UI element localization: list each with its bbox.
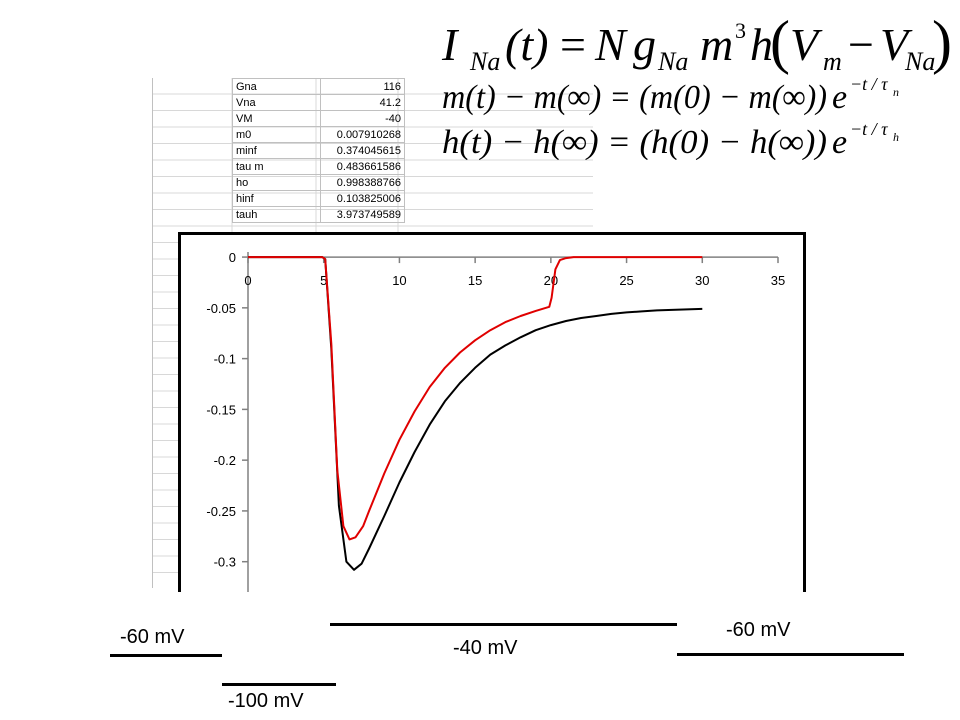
eq2-body: m(t) − m(∞) = (m(0) − m(∞)) <box>442 79 827 116</box>
equation-m-gate: m(t) − m(∞) = (m(0) − m(∞)) e −t / τ n <box>442 74 899 116</box>
y-tick-label: -0.25 <box>206 504 236 519</box>
eq1-v: V <box>790 19 823 70</box>
parameter-value: 0.483661586 <box>320 158 405 175</box>
x-tick-label: 10 <box>392 273 406 288</box>
parameter-value: 41.2 <box>320 94 405 111</box>
parameter-name: tau m <box>232 158 321 175</box>
x-tick-label: 0 <box>244 273 251 288</box>
eq3-exp: −t / τ <box>850 119 888 139</box>
y-tick-label: 0 <box>229 250 236 265</box>
x-tick-label: 20 <box>544 273 558 288</box>
x-tick-label: 15 <box>468 273 482 288</box>
eq1-m: m <box>700 19 733 70</box>
eq2-e: e <box>832 79 847 116</box>
eq1-h: h <box>750 19 773 70</box>
eq1-lhs: I <box>441 19 460 70</box>
y-tick-label: -0.3 <box>214 555 236 570</box>
voltage-test-line <box>330 623 677 626</box>
parameter-name: VM <box>232 110 321 127</box>
x-tick-label: 30 <box>695 273 709 288</box>
sodium-current-chart: 0 5 10 15 20 25 30 35 0 -0.05 -0.1 -0.15 -0.2 -0.25 -0… <box>178 232 806 592</box>
eq1-n: N <box>594 19 628 70</box>
eq3-body: h(t) − h(∞) = (h(0) − h(∞)) <box>442 124 827 160</box>
equation-h-gate: h(t) − h(∞) = (h(0) − h(∞)) e −t / τ h <box>442 119 899 160</box>
parameter-value: 0.007910268 <box>320 126 405 143</box>
eq1-t: (t) <box>505 19 548 70</box>
y-tick-label: -0.2 <box>214 453 236 468</box>
parameter-value: 116 <box>320 78 405 95</box>
voltage-hold2-line <box>677 653 904 656</box>
eq1-lhs-sub: Na <box>469 47 500 76</box>
voltage-hold1-line <box>110 654 222 657</box>
eq2-exp: −t / τ <box>850 74 888 94</box>
parameter-row: Vna 41.2 <box>232 94 405 111</box>
equations: I Na (t) = N g Na m 3 h ( V m − V Na ) m… <box>441 9 950 160</box>
y-tick-label: -0.05 <box>206 301 236 316</box>
parameter-name: Gna <box>232 78 321 95</box>
eq1-close-paren: ) <box>932 9 950 75</box>
parameter-value: 0.374045615 <box>320 142 405 159</box>
eq1-g-sub: Na <box>657 47 688 76</box>
parameter-row: m0 0.007910268 <box>232 126 405 143</box>
parameter-value: 3.973749589 <box>320 206 405 223</box>
eq1-v2-sub: Na <box>904 47 935 76</box>
voltage-test-label: -40 mV <box>453 637 518 659</box>
series-line-1 <box>248 256 703 541</box>
x-tick-label: 25 <box>619 273 633 288</box>
x-tick-label: 5 <box>320 273 327 288</box>
parameter-row: minf 0.374045615 <box>232 142 405 159</box>
equation-sodium-current: I Na (t) = N g Na m 3 h ( V m − V Na ) <box>441 9 950 76</box>
y-tick-label: -0.15 <box>206 402 236 417</box>
parameter-name: m0 <box>232 126 321 143</box>
y-tick-label: -0.1 <box>214 352 236 367</box>
chart-frame <box>178 232 806 592</box>
eq1-v-sub: m <box>823 47 842 76</box>
parameter-value: 0.998388766 <box>320 174 405 191</box>
eq1-g: g <box>633 19 656 70</box>
eq1-v2: V <box>880 19 913 70</box>
parameter-value: 0.103825006 <box>320 190 405 207</box>
voltage-pre-line <box>222 683 336 686</box>
parameter-row: tauh 3.973749589 <box>232 206 405 223</box>
parameter-name: Vna <box>232 94 321 111</box>
parameter-row: Gna 116 <box>232 78 405 95</box>
eq3-e: e <box>832 124 847 160</box>
eq1-minus: − <box>848 19 874 70</box>
voltage-pre-label: -100 mV <box>228 690 304 712</box>
parameter-name: tauh <box>232 206 321 223</box>
parameter-row: hinf 0.103825006 <box>232 190 405 207</box>
voltage-hold2-label: -60 mV <box>726 619 791 641</box>
eq3-exp-sub: h <box>893 130 899 144</box>
eq2-exp-sub: n <box>893 85 899 99</box>
eq1-m-exp: 3 <box>735 18 746 43</box>
parameter-table: Gna 116 Vna 41.2 VM -40 m0 0.007910268 minf 0.374… <box>232 78 405 223</box>
parameter-row: tau m 0.483661586 <box>232 158 405 175</box>
parameter-name: minf <box>232 142 321 159</box>
parameter-row: ho 0.998388766 <box>232 174 405 191</box>
eq1-equals: = <box>560 19 586 70</box>
parameter-name: ho <box>232 174 321 191</box>
x-tick-label: 35 <box>771 273 785 288</box>
voltage-hold1-label: -60 mV <box>120 626 185 648</box>
eq1-open-paren: ( <box>770 9 790 75</box>
parameter-value: -40 <box>320 110 405 127</box>
parameter-name: hinf <box>232 190 321 207</box>
series-line-0 <box>248 256 703 571</box>
parameter-row: VM -40 <box>232 110 405 127</box>
